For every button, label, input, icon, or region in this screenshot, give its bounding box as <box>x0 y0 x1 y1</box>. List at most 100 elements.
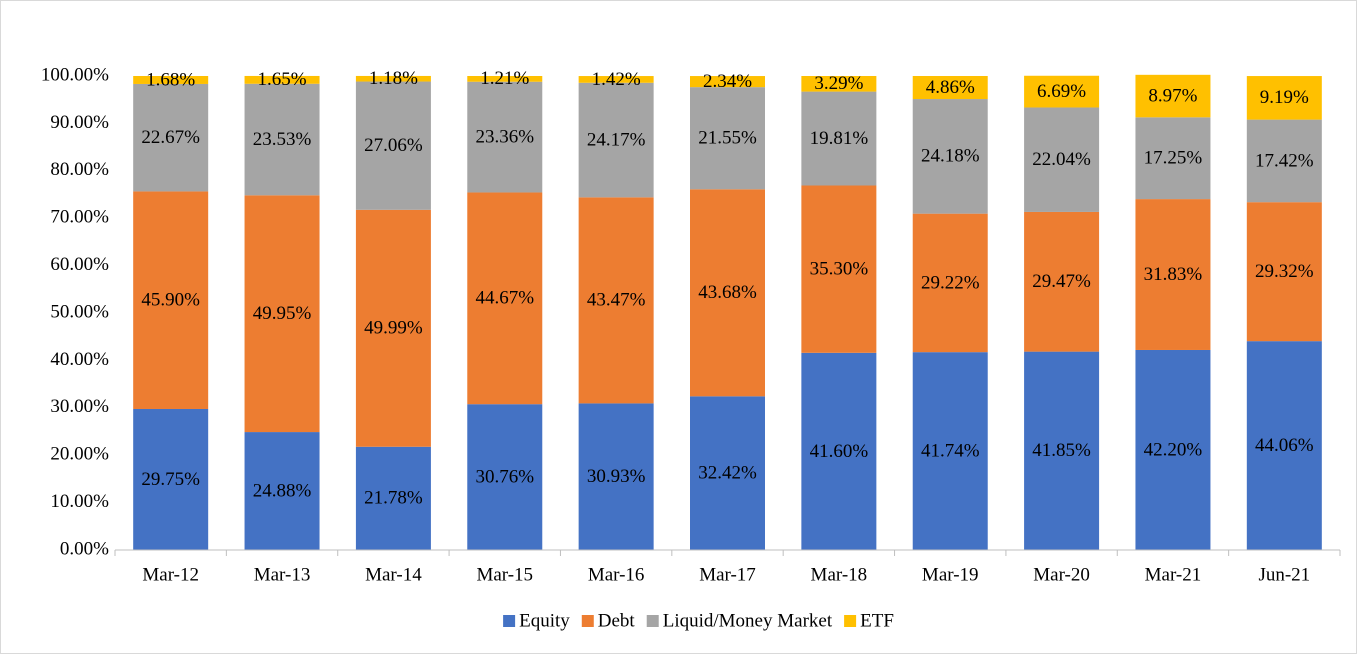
legend-label: Equity <box>519 610 570 631</box>
data-label: 35.30% <box>810 259 869 280</box>
legend-label: Liquid/Money Market <box>663 610 833 631</box>
bar-segment <box>1246 202 1322 342</box>
data-label: 49.99% <box>364 318 423 339</box>
bar-segment <box>1024 351 1100 550</box>
legend-swatch <box>646 615 659 627</box>
bar-segment <box>1246 76 1322 120</box>
x-tick-label: Mar-20 <box>1033 564 1090 585</box>
bar-segment <box>578 403 654 550</box>
data-label: 24.88% <box>253 480 312 501</box>
data-label: 2.34% <box>703 71 752 92</box>
bar-segment <box>578 82 654 198</box>
bar-segment <box>1024 107 1100 212</box>
bar-segment <box>690 76 765 88</box>
y-tick-label: 70.00% <box>50 207 109 228</box>
bar-segment <box>690 396 765 550</box>
data-label: 41.85% <box>1032 440 1091 461</box>
x-tick-label: Mar-17 <box>699 564 756 585</box>
x-tick-label: Mar-21 <box>1145 564 1202 585</box>
bar-segment <box>244 195 320 433</box>
x-tick-label: Mar-14 <box>365 564 422 585</box>
y-tick-label: 0.00% <box>60 538 109 559</box>
legend-swatch <box>581 615 594 627</box>
bar-segment <box>1135 199 1211 350</box>
data-label: 19.81% <box>810 128 869 149</box>
data-label: 3.29% <box>814 73 863 94</box>
data-label: 24.18% <box>921 146 980 167</box>
data-label: 45.90% <box>141 290 200 311</box>
y-tick-label: 50.00% <box>50 301 109 322</box>
bar-segment <box>690 87 765 190</box>
data-label: 43.68% <box>698 282 757 303</box>
bar-segment <box>244 75 320 84</box>
y-tick-label: 10.00% <box>50 491 109 512</box>
data-label: 43.47% <box>587 290 646 311</box>
x-tick-label: Mar-18 <box>811 564 868 585</box>
bar-segment <box>355 75 431 82</box>
bar-segment <box>801 352 877 550</box>
legend-swatch <box>503 615 516 627</box>
y-tick-label: 20.00% <box>50 444 109 465</box>
data-label: 29.32% <box>1255 261 1314 282</box>
bar-segment <box>355 81 431 210</box>
bar-segment <box>912 213 988 353</box>
y-tick-label: 30.00% <box>50 396 109 417</box>
data-label: 9.19% <box>1260 87 1309 108</box>
bar-segment <box>578 76 654 83</box>
data-label: 31.83% <box>1144 264 1203 285</box>
data-label: 4.86% <box>926 77 975 98</box>
bar-segment <box>1024 75 1100 108</box>
bar-segment <box>244 83 320 196</box>
y-tick-label: 60.00% <box>50 254 109 275</box>
bar-segment <box>467 192 543 405</box>
data-label: 49.95% <box>253 303 312 324</box>
data-label: 29.75% <box>141 469 200 490</box>
data-label: 30.76% <box>475 466 534 487</box>
x-tick-label: Mar-19 <box>922 564 979 585</box>
bar-segment <box>912 99 988 214</box>
bar-segment <box>1135 349 1211 550</box>
bar-segment <box>1246 341 1322 550</box>
data-label: 30.93% <box>587 466 646 487</box>
data-label: 23.36% <box>475 126 534 147</box>
data-label: 1.18% <box>369 68 418 89</box>
data-label: 21.55% <box>698 128 757 149</box>
y-tick-label: 80.00% <box>50 159 109 180</box>
x-tick-label: Mar-12 <box>142 564 199 585</box>
bar-segment <box>801 91 877 186</box>
y-tick-label: 40.00% <box>50 349 109 370</box>
bar-segment <box>133 76 209 84</box>
data-label: 6.69% <box>1037 81 1086 102</box>
data-label: 1.65% <box>258 69 307 90</box>
x-tick-label: Mar-16 <box>588 564 645 585</box>
bar-segment <box>912 76 988 100</box>
bar-segment <box>355 446 431 550</box>
bar-segment <box>1135 74 1211 118</box>
legend-label: ETF <box>860 610 894 631</box>
data-label: 8.97% <box>1148 85 1197 106</box>
x-tick-label: Jun-21 <box>1258 564 1310 585</box>
data-label: 24.17% <box>587 129 646 150</box>
bar-segment <box>467 404 543 550</box>
data-label: 1.68% <box>146 69 195 90</box>
bar-segment <box>578 197 654 404</box>
bar-segment <box>244 432 320 550</box>
data-label: 27.06% <box>364 135 423 156</box>
data-label: 17.42% <box>1255 150 1314 171</box>
bar-segment <box>801 185 877 353</box>
bar-segment <box>690 189 765 397</box>
data-label: 29.22% <box>921 272 980 293</box>
data-label: 22.67% <box>141 127 200 148</box>
legend-label: Debt <box>598 610 636 631</box>
data-label: 17.25% <box>1144 148 1203 169</box>
data-label: 44.67% <box>475 288 534 309</box>
x-tick-label: Mar-13 <box>254 564 311 585</box>
y-tick-label: 100.00% <box>41 64 109 85</box>
bar-segment <box>133 191 209 409</box>
bar-segment <box>355 209 431 447</box>
data-label: 42.20% <box>1144 439 1203 460</box>
data-label: 29.47% <box>1032 271 1091 292</box>
x-tick-label: Mar-15 <box>476 564 533 585</box>
